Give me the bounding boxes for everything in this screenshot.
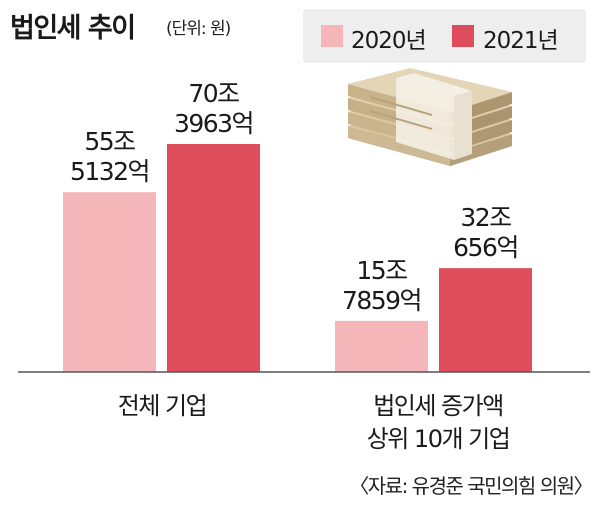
data-label: 5132억 (70, 157, 149, 186)
source-note: 〈자료: 유경준 국민의힘 의원〉 (349, 474, 593, 498)
data-label: 15조 (356, 256, 407, 285)
data-label: 656억 (453, 233, 518, 262)
money-stack-icon (348, 68, 512, 166)
legend: 2020년 2021년 (303, 9, 586, 63)
bar-2020년-0 (63, 192, 156, 372)
data-label: 7859억 (342, 286, 421, 315)
data-label: 70조 (188, 79, 239, 108)
legend-label-2021: 2021년 (483, 28, 559, 54)
data-label: 3963억 (174, 109, 253, 138)
data-label: 55조 (84, 127, 135, 156)
bar-2021년-1 (439, 268, 532, 372)
category-label: 전체 기업 (118, 392, 206, 420)
bar-2021년-0 (167, 144, 260, 372)
legend-swatch-2021 (452, 25, 474, 47)
legend-swatch-2020 (321, 25, 343, 47)
bar-2020년-1 (335, 320, 428, 372)
data-label: 32조 (460, 203, 511, 232)
category-label: 상위 10개 기업 (367, 425, 510, 453)
unit-label: (단위: 원) (166, 19, 231, 39)
chart-title: 법인세 추이 (10, 13, 136, 44)
category-label: 법인세 증가액 (373, 392, 503, 420)
legend-label-2020: 2020년 (351, 28, 427, 54)
